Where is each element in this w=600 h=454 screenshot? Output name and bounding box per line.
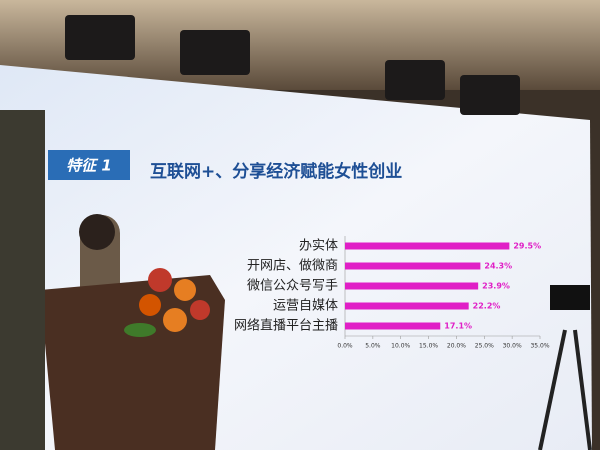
- chart-title: 互联网+、分享经济赋能女性创业: [150, 161, 402, 182]
- audience-member: [0, 110, 45, 450]
- category-label: 开网店、做微商: [247, 259, 338, 274]
- value-label: 24.3%: [484, 262, 512, 271]
- badge-box: [48, 150, 130, 180]
- x-tick-label: 5.0%: [365, 343, 381, 350]
- bar: [345, 302, 469, 310]
- x-tick-label: 20.0%: [447, 343, 466, 350]
- tripod: [538, 329, 567, 451]
- badge: 特征 1: [66, 157, 112, 175]
- bar: [345, 282, 479, 290]
- x-tick-label: 30.0%: [503, 343, 522, 350]
- category-label: 办实体: [299, 239, 338, 254]
- speaker-head: [79, 214, 115, 250]
- bar: [345, 322, 441, 330]
- x-tick-label: 25.0%: [475, 343, 494, 350]
- category-label: 网络直播平台主播: [234, 318, 338, 334]
- x-tick-label: 10.0%: [391, 343, 410, 350]
- category-label: 微信公众号写手: [247, 279, 338, 294]
- category-label: 运营自媒体: [273, 299, 338, 314]
- foreground: [0, 110, 592, 451]
- plot: 0.0% 5.0% 10.0% 15.0% 20.0% 25.0% 30.0% 35.0% 办实…: [234, 236, 550, 350]
- value-label: 29.5%: [513, 242, 541, 251]
- x-tick-label: 0.0%: [337, 343, 353, 350]
- camera: [550, 285, 590, 310]
- stage-lights: [65, 15, 520, 115]
- value-label: 22.2%: [473, 302, 501, 311]
- x-tick-label: 15.0%: [419, 343, 438, 350]
- flowers: [124, 268, 210, 337]
- value-label: 23.9%: [482, 282, 510, 291]
- x-tick-label: 35.0%: [530, 343, 549, 350]
- tripod: [573, 329, 592, 451]
- bar: [345, 262, 481, 270]
- value-label: 17.1%: [444, 322, 472, 331]
- bar: [345, 242, 510, 250]
